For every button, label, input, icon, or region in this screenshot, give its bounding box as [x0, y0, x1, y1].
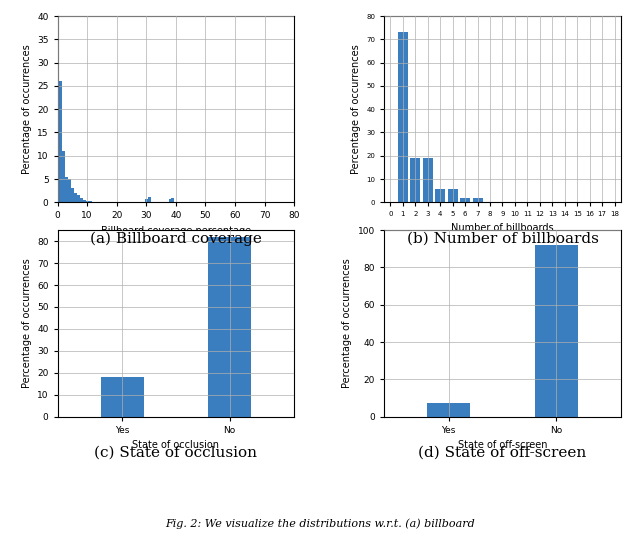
Text: (c) State of occlusion: (c) State of occlusion: [95, 446, 257, 460]
Bar: [448, 190, 458, 202]
Bar: [100, 377, 143, 417]
Bar: [68, 179, 71, 202]
Bar: [77, 195, 80, 202]
Bar: [145, 199, 148, 202]
Bar: [83, 200, 86, 202]
Bar: [208, 237, 252, 417]
Bar: [535, 245, 578, 417]
Text: (d) State of off-screen: (d) State of off-screen: [419, 446, 587, 460]
X-axis label: Billboard coverage percentage: Billboard coverage percentage: [101, 226, 251, 236]
Bar: [460, 198, 470, 202]
Bar: [427, 404, 470, 417]
Bar: [86, 201, 89, 202]
Bar: [89, 201, 92, 202]
Bar: [62, 151, 65, 202]
Bar: [65, 177, 68, 202]
Bar: [59, 81, 62, 202]
Text: Fig. 2: We visualize the distributions w.r.t. (a) billboard: Fig. 2: We visualize the distributions w…: [165, 518, 475, 529]
Bar: [71, 189, 74, 202]
Bar: [168, 199, 172, 202]
Bar: [148, 197, 151, 202]
Y-axis label: Percentage of occurrences: Percentage of occurrences: [342, 258, 353, 388]
Bar: [398, 33, 408, 202]
Bar: [410, 158, 420, 202]
Bar: [80, 198, 83, 202]
Y-axis label: Percentage of occurrences: Percentage of occurrences: [22, 258, 31, 388]
Y-axis label: Percentage of occurrences: Percentage of occurrences: [22, 44, 31, 174]
Text: (a) Billboard coverage: (a) Billboard coverage: [90, 232, 262, 246]
Bar: [172, 198, 175, 202]
Bar: [56, 30, 59, 202]
Y-axis label: Percentage of occurrences: Percentage of occurrences: [351, 44, 360, 174]
X-axis label: Number of billboards: Number of billboards: [451, 223, 554, 233]
Text: (b) Number of billboards: (b) Number of billboards: [406, 232, 598, 246]
Bar: [472, 198, 483, 202]
Bar: [74, 193, 77, 202]
Bar: [435, 190, 445, 202]
X-axis label: State of occlusion: State of occlusion: [132, 440, 220, 450]
X-axis label: State of off-screen: State of off-screen: [458, 440, 547, 450]
Bar: [423, 158, 433, 202]
